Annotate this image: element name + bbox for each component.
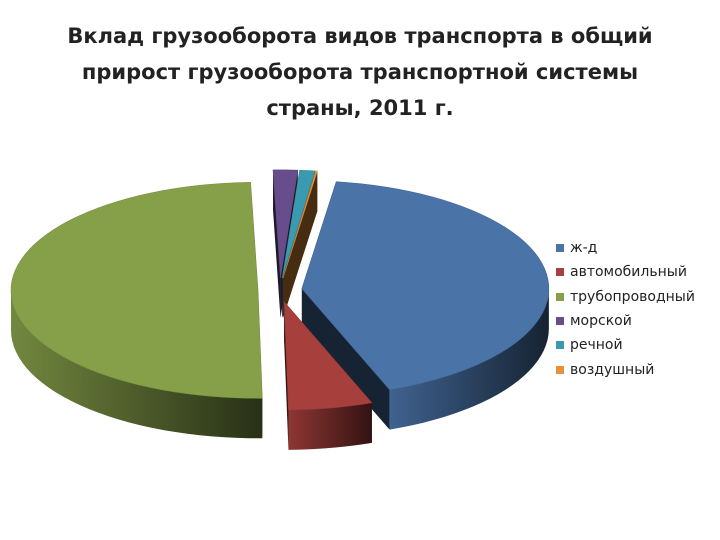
legend-swatch-5	[556, 365, 564, 374]
pie-slice-0	[301, 181, 550, 430]
slice-side-2	[11, 290, 263, 439]
legend-swatch-0	[556, 244, 564, 253]
slice-wall-5	[282, 171, 318, 319]
title-line-3: страны, 2011 г.	[266, 96, 454, 120]
legend: ж-д автомобильный трубопроводный морской реч…	[556, 236, 695, 382]
legend-swatch-1	[556, 268, 564, 277]
legend-label-3: морской	[570, 313, 632, 330]
slice-wall-1	[284, 301, 289, 450]
pie-slice-2	[10, 182, 263, 439]
slice-wall-3	[273, 169, 281, 318]
legend-label-0: ж-д	[570, 240, 598, 257]
pie-slice-5	[282, 170, 318, 319]
legend-label-5: воздушный	[570, 361, 655, 378]
legend-label-1: автомобильный	[570, 264, 687, 281]
legend-swatch-3	[556, 317, 564, 326]
slice-wall-0	[301, 288, 390, 430]
slice-side-0	[389, 288, 549, 430]
legend-item-3: морской	[556, 309, 695, 333]
legend-swatch-2	[556, 292, 564, 301]
slice-top-3	[272, 169, 299, 278]
slice-side-1	[288, 402, 372, 450]
legend-item-2: трубопроводный	[556, 285, 695, 309]
legend-item-0: ж-д	[556, 236, 695, 260]
slice-top-4	[281, 169, 316, 279]
title-line-1: Вклад грузооборота видов транспорта в об…	[67, 24, 653, 48]
legend-item-4: речной	[556, 333, 695, 357]
legend-item-1: автомобильный	[556, 260, 695, 284]
legend-item-5: воздушный	[556, 357, 695, 381]
slice-top-0	[301, 181, 550, 390]
legend-label-2: трубопроводный	[570, 288, 695, 305]
pie-slice-1	[283, 301, 373, 450]
slice-top-5	[282, 170, 318, 279]
title-line-2: прирост грузооборота транспортной систем…	[81, 60, 639, 84]
chart-title: Вклад грузооборота видов транспорта в об…	[40, 18, 680, 126]
slice-top-1	[283, 301, 373, 411]
legend-swatch-4	[556, 341, 564, 350]
slice-top-2	[10, 182, 263, 399]
legend-label-4: речной	[570, 337, 623, 354]
